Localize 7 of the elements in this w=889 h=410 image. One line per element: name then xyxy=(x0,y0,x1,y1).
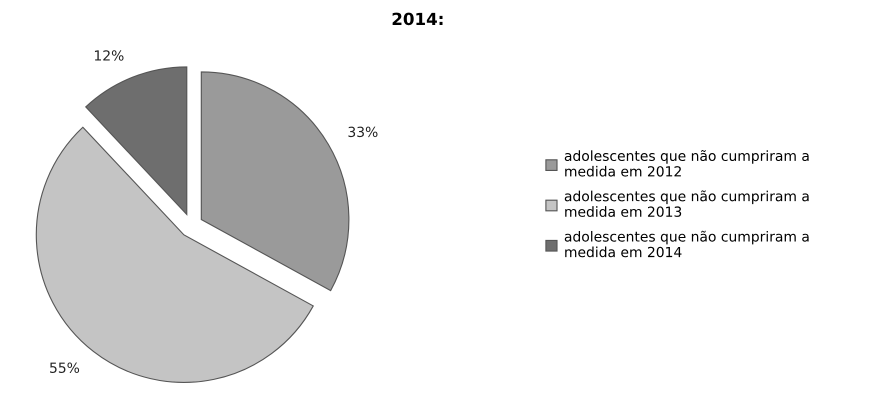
chart-title: 2014: xyxy=(392,12,442,26)
legend-label: adolescentes que não cumpriram a medida em 2013 xyxy=(564,190,809,217)
legend-label: adolescentes que não cumpriram a medida em 2012 xyxy=(564,150,809,177)
legend-label: adolescentes que não cumpriram a medida em 2014 xyxy=(564,230,809,258)
data-label: 33% xyxy=(348,126,378,138)
data-label: 12% xyxy=(94,50,124,61)
data-label: 55% xyxy=(50,362,80,373)
